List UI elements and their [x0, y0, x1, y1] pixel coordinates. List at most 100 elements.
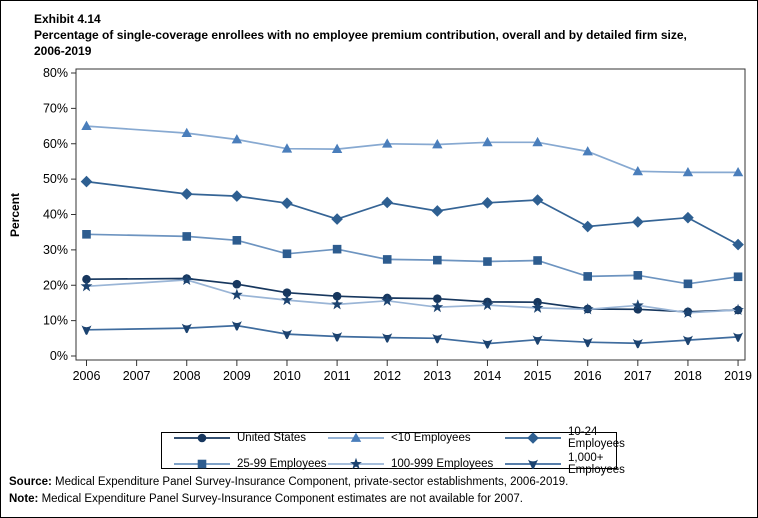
marker-pointer-down — [482, 339, 493, 349]
series-united-states — [82, 274, 743, 317]
legend-item-1-000-employees: 1,000+ Employees — [505, 452, 625, 476]
line-chart: 0% 10% 20% 30% 40% 50% 60% 70% 80% 2006 2007 2008 20… — [8, 66, 752, 383]
y-tick-label: 50% — [43, 172, 68, 186]
marker-square — [483, 257, 492, 266]
legend-item-united-states: United States — [174, 426, 328, 450]
marker-pointer-down — [733, 332, 744, 342]
legend-marker-square — [174, 459, 230, 468]
marker-triangle — [482, 136, 493, 147]
marker-square — [282, 249, 292, 259]
x-tick-label: 2007 — [123, 369, 151, 383]
marker-diamond — [180, 188, 193, 200]
marker-square — [733, 272, 743, 282]
chart-title-line1: Percentage of single-coverage enrollees … — [34, 28, 687, 42]
y-tick-label: 80% — [43, 66, 68, 80]
legend-item-25-99-employees: 25-99 Employees — [174, 452, 328, 476]
series-10-24-employees — [80, 175, 744, 251]
x-tick-label: 2006 — [73, 369, 101, 383]
marker-triangle — [331, 143, 343, 153]
marker-square — [232, 236, 242, 245]
legend-marker-circle — [174, 433, 230, 442]
marker-circle — [433, 294, 442, 303]
marker-diamond — [732, 238, 744, 251]
y-tick-label: 10% — [43, 314, 68, 328]
legend-item-100-999-employees: 100-999 Employees — [328, 452, 505, 476]
marker-star — [682, 306, 694, 318]
x-tick-label: 2011 — [324, 369, 351, 383]
marker-pointer-down — [632, 338, 643, 349]
marker-pointer-down — [231, 321, 242, 331]
note-text: Medical Expenditure Panel Survey-Insuran… — [38, 492, 523, 505]
marker-square — [633, 271, 643, 280]
marker-square — [182, 232, 192, 241]
x-tick-label: 2018 — [674, 369, 702, 383]
marker-square — [683, 279, 693, 289]
marker-star — [581, 303, 594, 315]
marker-triangle — [432, 139, 443, 149]
marker-triangle — [682, 167, 694, 177]
marker-square — [533, 256, 542, 265]
marker-square — [332, 244, 342, 254]
legend-label: <10 Employees — [391, 431, 471, 444]
marker-star — [350, 457, 362, 469]
marker-circle — [232, 279, 242, 289]
chart-title-line2: 2006-2019 — [34, 44, 92, 58]
y-tick-label: 40% — [43, 208, 68, 222]
title-block: Exhibit 4.14 Percentage of single-covera… — [34, 11, 687, 59]
x-tick-label: 2010 — [273, 369, 301, 383]
x-tick-label: 2012 — [373, 369, 401, 383]
marker-circle — [82, 274, 91, 284]
marker-pointer-down — [81, 325, 92, 335]
marker-star — [531, 301, 544, 313]
x-tick-label: 2013 — [423, 369, 451, 383]
note-line: Note: Medical Expenditure Panel Survey-I… — [9, 491, 568, 508]
marker-triangle — [181, 127, 192, 138]
marker-star — [281, 293, 293, 306]
marker-triangle — [81, 120, 92, 130]
marker-pointer-down — [181, 323, 192, 334]
marker-pointer-down — [582, 337, 593, 348]
marker-triangle — [732, 167, 744, 177]
marker-star — [481, 298, 494, 311]
marker-diamond — [281, 197, 293, 209]
marker-triangle — [532, 136, 543, 147]
marker-pointer-down — [332, 332, 343, 342]
marker-triangle — [582, 146, 593, 156]
y-tick-label: 0% — [50, 349, 68, 363]
marker-star — [331, 298, 343, 310]
legend-label: United States — [237, 431, 307, 444]
marker-circle — [197, 433, 207, 442]
y-tick-label: 20% — [43, 278, 68, 292]
marker-square — [583, 272, 592, 281]
marker-diamond — [381, 196, 394, 209]
x-tick-label: 2015 — [524, 369, 552, 383]
y-tick-label: 30% — [43, 243, 68, 257]
source-note-block: Source: Medical Expenditure Panel Survey… — [9, 474, 568, 507]
series-1-000-employees — [81, 321, 744, 349]
marker-triangle — [382, 138, 393, 148]
marker-diamond — [481, 197, 494, 209]
y-axis-title: Percent — [8, 193, 22, 237]
marker-square — [433, 255, 442, 265]
marker-square — [82, 230, 91, 239]
legend-label: 10-24 Employees — [568, 425, 625, 450]
marker-circle — [282, 288, 292, 297]
x-tick-label: 2014 — [474, 369, 502, 383]
source-label: Source: — [9, 476, 52, 488]
marker-pointer-down — [432, 333, 443, 344]
x-tick-label: 2017 — [624, 369, 652, 383]
marker-diamond — [231, 190, 243, 202]
series-100-999-employees — [80, 273, 744, 318]
marker-star — [230, 288, 243, 300]
legend-label: 25-99 Employees — [237, 457, 327, 470]
legend-marker-star — [328, 457, 384, 469]
series-10-employees — [81, 120, 744, 177]
marker-star — [381, 294, 394, 306]
legend-marker-pointer-down — [505, 459, 561, 469]
marker-square — [382, 255, 392, 264]
marker-diamond — [632, 216, 644, 228]
marker-diamond — [527, 431, 539, 444]
x-tick-label: 2016 — [574, 369, 602, 383]
series-25-99-employees — [82, 230, 743, 289]
marker-triangle — [231, 134, 243, 144]
